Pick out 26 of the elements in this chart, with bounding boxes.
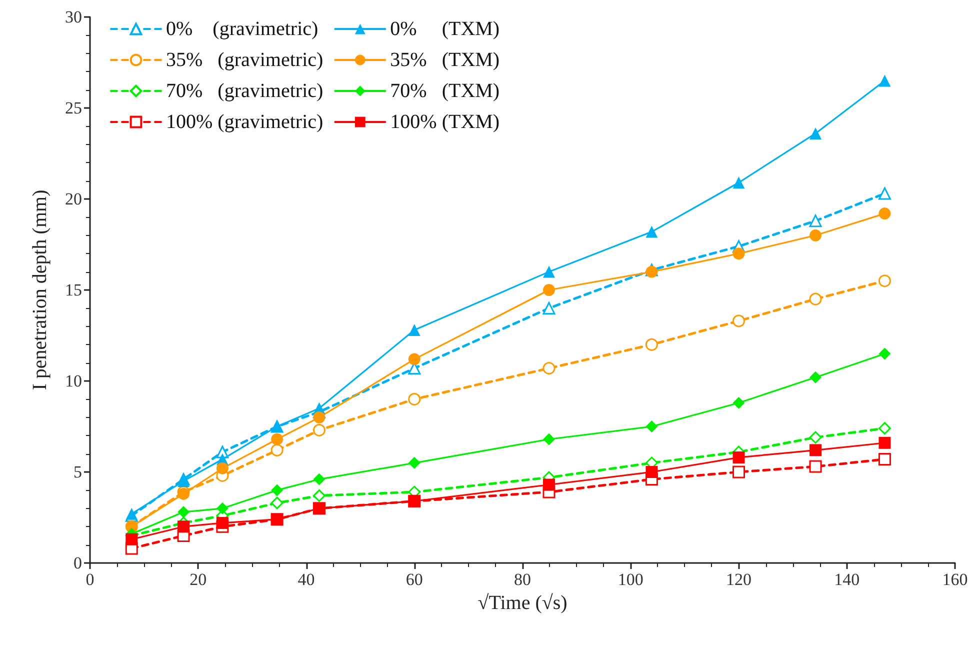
y-tick-label: 5 — [74, 462, 82, 482]
legend-label: 0% (TXM) — [390, 18, 500, 40]
y-tick-label: 30 — [65, 8, 82, 26]
x-tick-label: 140 — [834, 570, 860, 589]
y-axis-title: I penetration depth (mm) — [29, 190, 51, 390]
legend-label: 35% (TXM) — [390, 49, 500, 71]
x-tick-label: 60 — [406, 570, 423, 589]
x-tick-label: 0 — [86, 570, 94, 589]
legend-label: 0% (gravimetric) — [166, 18, 318, 40]
y-tick-label: 0 — [74, 554, 82, 572]
legend-label: 100% (TXM) — [390, 111, 500, 133]
x-tick-label: 100 — [618, 570, 644, 589]
legend-label: 70% (TXM) — [390, 80, 500, 102]
y-tick-label: 15 — [65, 280, 82, 300]
legend-label: 100% (gravimetric) — [166, 111, 324, 133]
x-tick-label: 160 — [942, 570, 968, 589]
x-tick-label: 40 — [298, 570, 315, 589]
legend-label: 35% (gravimetric) — [166, 49, 324, 71]
x-tick-label: 80 — [514, 570, 531, 589]
y-tick-label: 10 — [65, 372, 82, 390]
y-tick-label: 20 — [65, 190, 82, 208]
x-axis-title: √Time (√s) — [478, 592, 568, 614]
x-tick-label: 20 — [190, 570, 207, 589]
x-tick-label: 120 — [726, 570, 752, 589]
y-tick-label: 25 — [65, 98, 82, 118]
legend-label: 70% (gravimetric) — [166, 80, 324, 102]
